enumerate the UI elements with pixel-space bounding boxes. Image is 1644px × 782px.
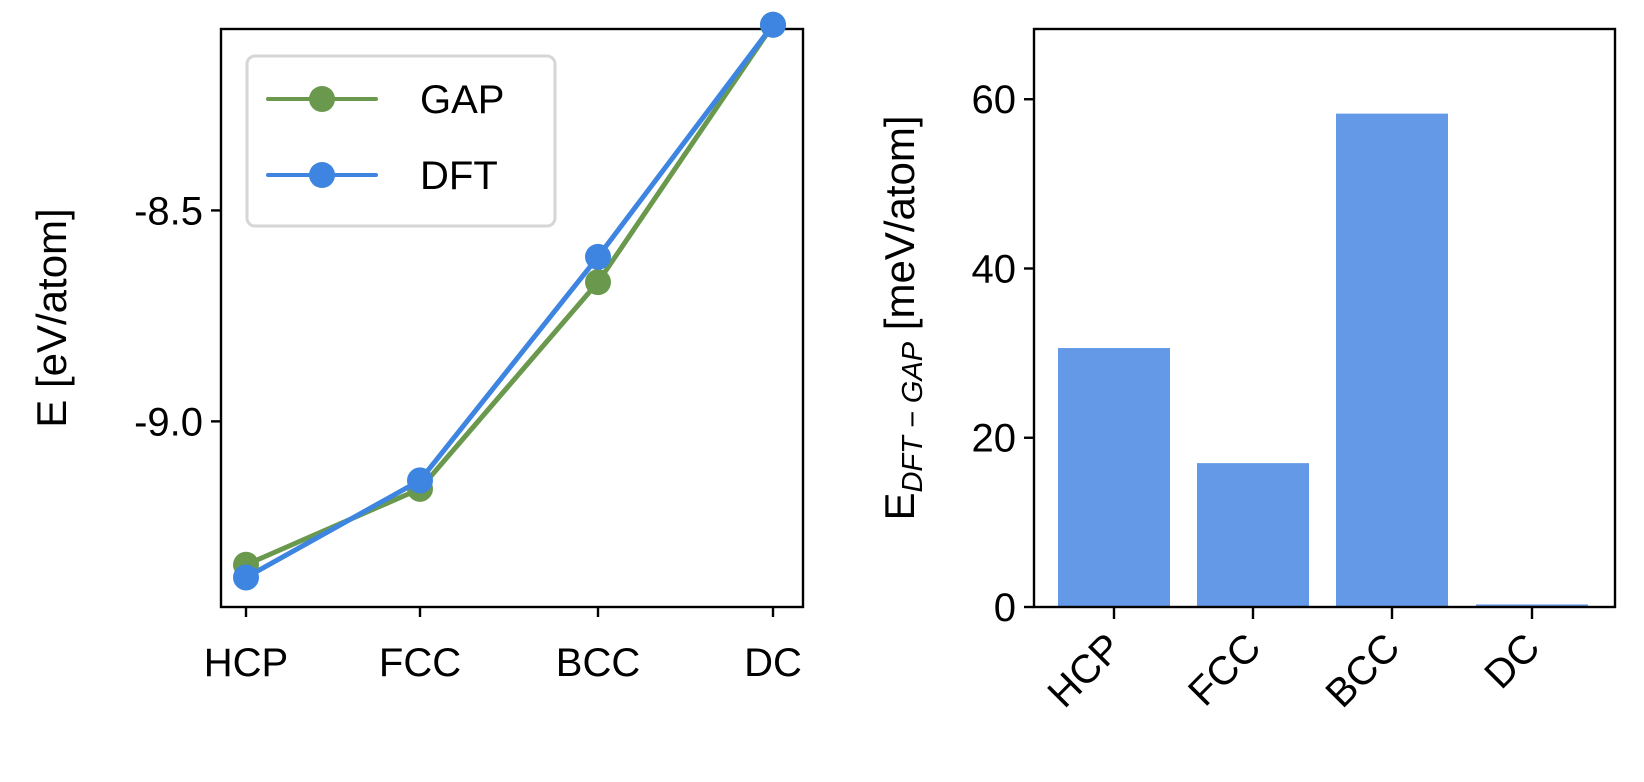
- left-x-tick-label-hcp: HCP: [204, 641, 288, 685]
- dft-point-hcp: [233, 564, 259, 591]
- dft-point-dc: [760, 11, 786, 38]
- right-x-tick-label-hcp: HCP: [1040, 625, 1131, 716]
- left-series-group: [233, 11, 786, 591]
- right-x-tick-label-bcc: BCC: [1318, 625, 1409, 716]
- right-bars-group: [1058, 113, 1588, 607]
- dft-series-line: [244, 23, 775, 580]
- left-x-tick-label-fcc: FCC: [379, 641, 461, 685]
- right-y-axis-label-subscript: DFT − GAP: [897, 341, 929, 492]
- right-x-tick-label-dc: DC: [1476, 625, 1548, 697]
- legend-frame: [245, 54, 557, 228]
- legend-dft-marker: [309, 162, 335, 188]
- right-y-axis-label: EDFT − GAP [meV/atom]: [876, 115, 929, 520]
- bar-bcc: [1336, 113, 1448, 607]
- legend-label-gap: GAP: [420, 78, 504, 122]
- bar-hcp: [1058, 348, 1170, 607]
- right-y-axis-label-units: [meV/atom]: [876, 115, 923, 341]
- right-x-tick-label-fcc: FCC: [1180, 625, 1269, 714]
- left-y-tick-label: -9.0: [134, 400, 203, 444]
- right-bar-chart: 0 20 40 60 HCP FCC BCC DC EDFT − GAP [meV/atom]: [876, 27, 1617, 716]
- left-x-tick-label-bcc: BCC: [556, 641, 640, 685]
- dft-point-fcc: [407, 467, 433, 494]
- legend-gap-marker: [309, 86, 335, 112]
- right-y-tick-label: 0: [994, 586, 1016, 630]
- legend-label-dft: DFT: [420, 154, 498, 198]
- left-plot-frame: [219, 27, 805, 609]
- dft-point-bcc: [585, 243, 611, 270]
- left-x-tick-label-dc: DC: [744, 641, 802, 685]
- left-ticks: -9.0 -8.5 HCP FCC BCC DC: [134, 189, 802, 685]
- left-y-tick-label: -8.5: [134, 189, 203, 233]
- right-y-tick-label: 60: [972, 78, 1017, 122]
- right-y-tick-label: 20: [972, 417, 1017, 461]
- gap-point-bcc: [585, 269, 611, 296]
- bar-dc: [1476, 604, 1588, 607]
- right-y-axis-label-main: E: [876, 493, 923, 521]
- right-plot-frame: [1032, 27, 1617, 609]
- legend: GAP DFT: [245, 54, 557, 228]
- right-y-tick-label: 40: [972, 247, 1017, 291]
- bar-fcc: [1197, 463, 1309, 607]
- left-line-chart: -9.0 -8.5 HCP FCC BCC DC E [eV/atom] GAP DFT: [28, 11, 805, 685]
- left-y-axis-label: E [eV/atom]: [28, 208, 75, 427]
